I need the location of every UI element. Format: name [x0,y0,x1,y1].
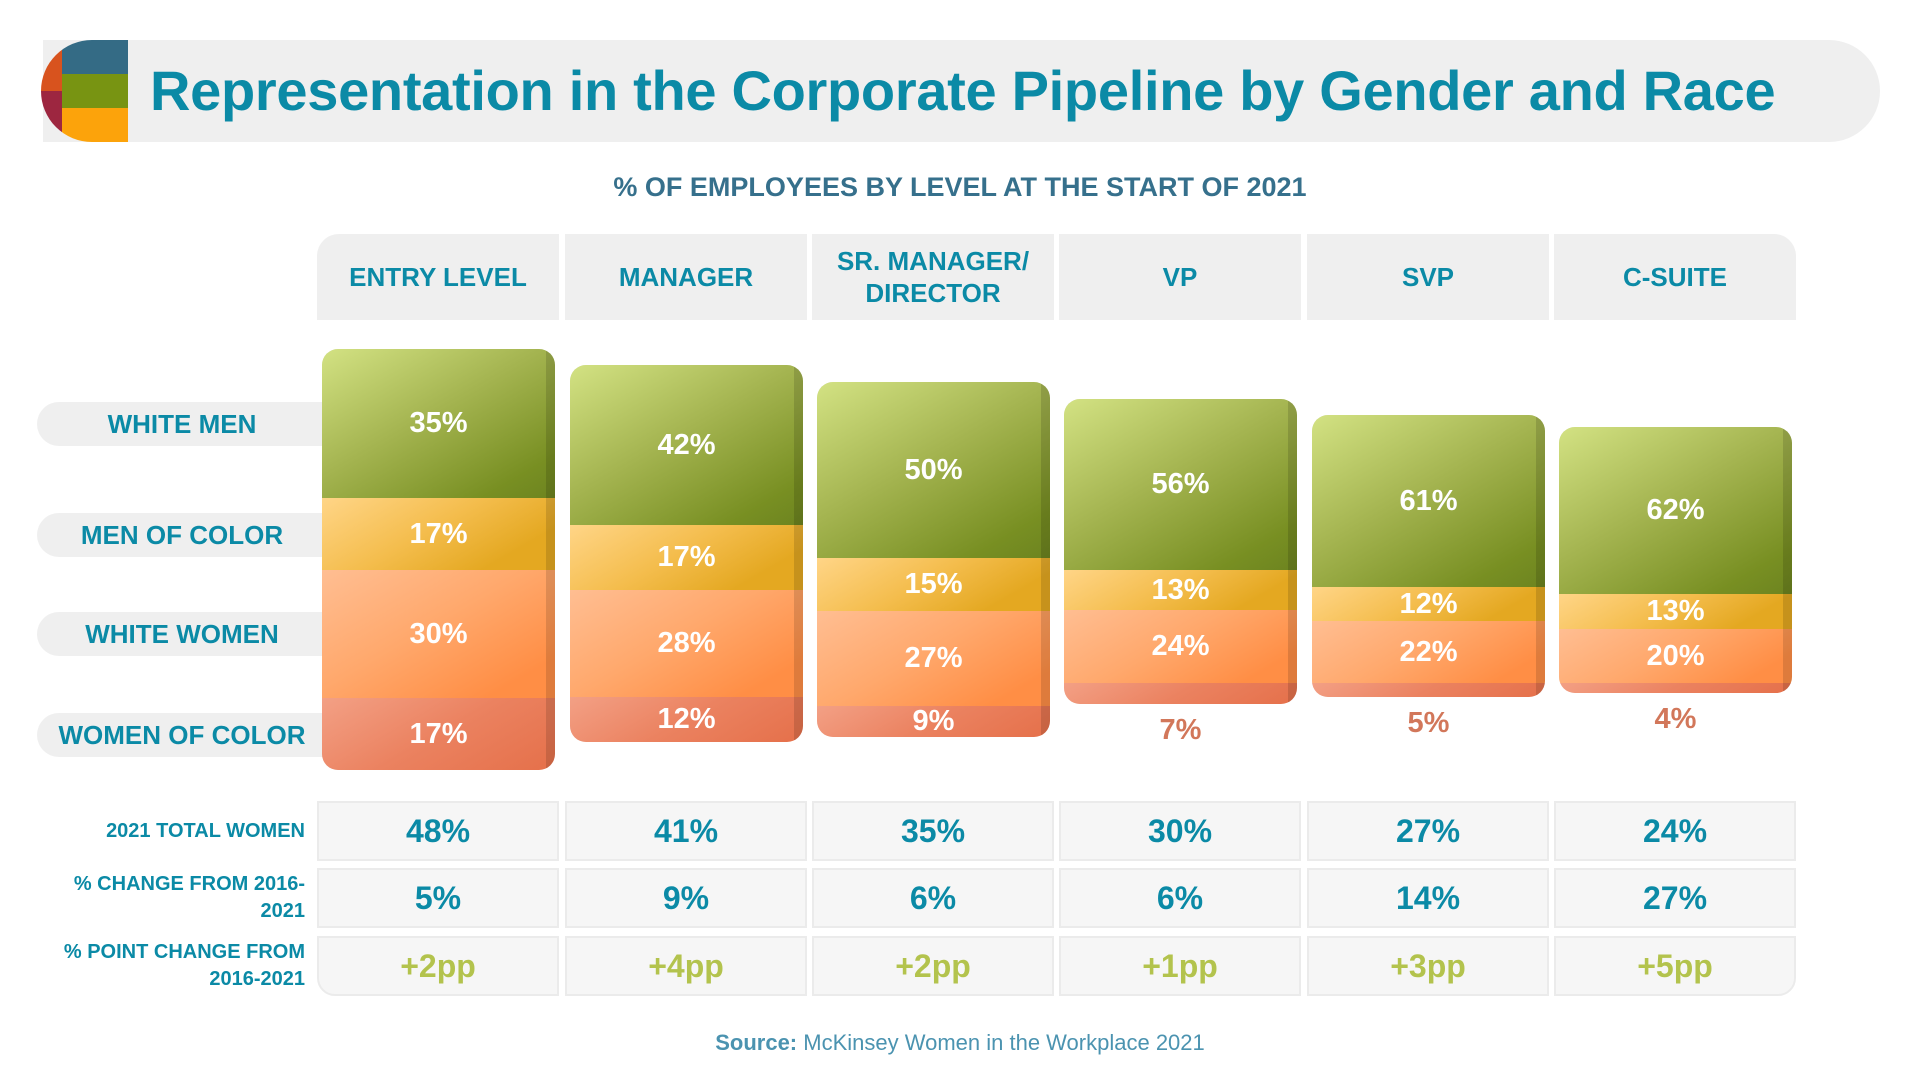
column-header: SVP [1307,234,1549,320]
data-label: 24% [1151,630,1210,662]
column-header: C-SUITE [1554,234,1796,320]
segment-women-of-color [1064,683,1297,704]
data-label: 17% [657,541,716,573]
data-label: 30% [409,617,468,650]
page-title: Representation in the Corporate Pipeline… [150,59,1776,122]
data-label: 27% [904,642,963,674]
table-cell: +4pp [565,936,807,996]
bar-shadow-edge [1536,415,1545,697]
table-row-label: % CHANGE FROM 2016-2021 [73,873,305,922]
data-label: 62% [1646,494,1705,526]
bar-shadow-edge [794,365,803,742]
data-label: 28% [657,627,716,659]
logo-icon [41,40,128,142]
segment-men-of-color: 12% [1312,587,1545,621]
table-cell: +1pp [1059,936,1301,996]
table-cell: 24% [1554,801,1796,861]
table-cell: 48% [317,801,559,861]
data-label: 12% [1399,587,1458,620]
segment-white-women: 22% [1312,621,1545,683]
bar-shadow-edge [546,349,555,770]
segment-men-of-color: 15% [817,558,1050,611]
table-cell: +5pp [1554,936,1796,996]
source-text: McKinsey Women in the Workplace 2021 [803,1030,1205,1055]
data-label: 13% [1151,573,1210,606]
data-label: 17% [409,717,468,750]
table-cell: 5% [317,868,559,928]
segment-men-of-color: 13% [1064,570,1297,610]
segment-white-men: 56% [1064,399,1297,570]
table-cell: 9% [565,868,807,928]
data-label: 4% [1654,703,1697,735]
bar-shadow-edge [1783,427,1792,693]
segment-white-women: 20% [1559,629,1792,683]
legend-label: WHITE WOMEN [37,612,327,656]
data-label: 5% [1407,707,1450,739]
segment-white-men: 61% [1312,415,1545,587]
segment-women-of-color: 17% [322,698,555,770]
table-cell: +2pp [317,936,559,996]
title-banner [43,40,1880,142]
data-label: 15% [904,568,963,600]
table-cell: 27% [1554,868,1796,928]
table-row-label: % POINT CHANGE FROM 2016-2021 [63,941,305,990]
segment-white-women: 27% [817,611,1050,706]
segment-white-men: 50% [817,382,1050,558]
data-label: 61% [1399,484,1458,517]
segment-men-of-color: 13% [1559,594,1792,629]
legend-label: WHITE MEN [37,402,327,446]
source-note: Source: McKinsey Women in the Workplace … [0,1030,1920,1056]
bar-stack: 42% 17% 28% 12% [570,365,803,742]
legend-label: MEN OF COLOR [37,513,327,557]
data-label: 22% [1399,635,1458,668]
segment-white-men: 42% [570,365,803,525]
bar-stack: 62% 13% 20% [1559,427,1792,693]
segment-white-women: 28% [570,590,803,697]
column-header: MANAGER [565,234,807,320]
table-cell: 6% [812,868,1054,928]
bar-shadow-edge [1041,382,1050,737]
bar-stack: 35% 17% 30% 17% [322,349,555,770]
legend-label: WOMEN OF COLOR [37,713,327,757]
table-cell: 27% [1307,801,1549,861]
data-label: 9% [912,705,955,737]
data-label: 35% [409,407,468,439]
data-label: 56% [1151,468,1210,500]
data-label: 50% [904,453,963,486]
data-label: 12% [657,703,716,735]
column-header: SR. MANAGER/DIRECTOR [812,234,1054,320]
source-label: Source: [715,1030,798,1055]
column-header: ENTRY LEVEL [317,234,559,320]
data-label: 13% [1646,595,1705,627]
segment-white-men: 35% [322,349,555,498]
data-label: 17% [409,517,468,550]
table-cell: +3pp [1307,936,1549,996]
table-cell: 14% [1307,868,1549,928]
segment-white-women: 24% [1064,610,1297,683]
table-cell: 41% [565,801,807,861]
segment-women-of-color [1559,683,1792,693]
data-label: 42% [657,428,716,461]
segment-women-of-color: 12% [570,697,803,742]
data-label: 20% [1646,639,1705,672]
table-cell: 35% [812,801,1054,861]
table-cell: 30% [1059,801,1301,861]
segment-men-of-color: 17% [322,498,555,570]
segment-women-of-color [1312,683,1545,697]
table-cell: +2pp [812,936,1054,996]
segment-women-of-color: 9% [817,705,1050,737]
bar-shadow-edge [1288,399,1297,704]
bar-stack: 50% 15% 27% 9% [817,382,1050,737]
bar-stack: 61% 12% 22% [1312,415,1545,697]
column-header: VP [1059,234,1301,320]
segment-men-of-color: 17% [570,525,803,590]
segment-white-women: 30% [322,570,555,698]
chart-subtitle: % OF EMPLOYEES BY LEVEL AT THE START OF … [613,172,1307,202]
table-row-label: 2021 TOTAL WOMEN [106,819,305,842]
bar-stack: 56% 13% 24% [1064,399,1297,704]
table-cell: 6% [1059,868,1301,928]
data-label: 7% [1159,714,1202,746]
segment-white-men: 62% [1559,427,1792,594]
